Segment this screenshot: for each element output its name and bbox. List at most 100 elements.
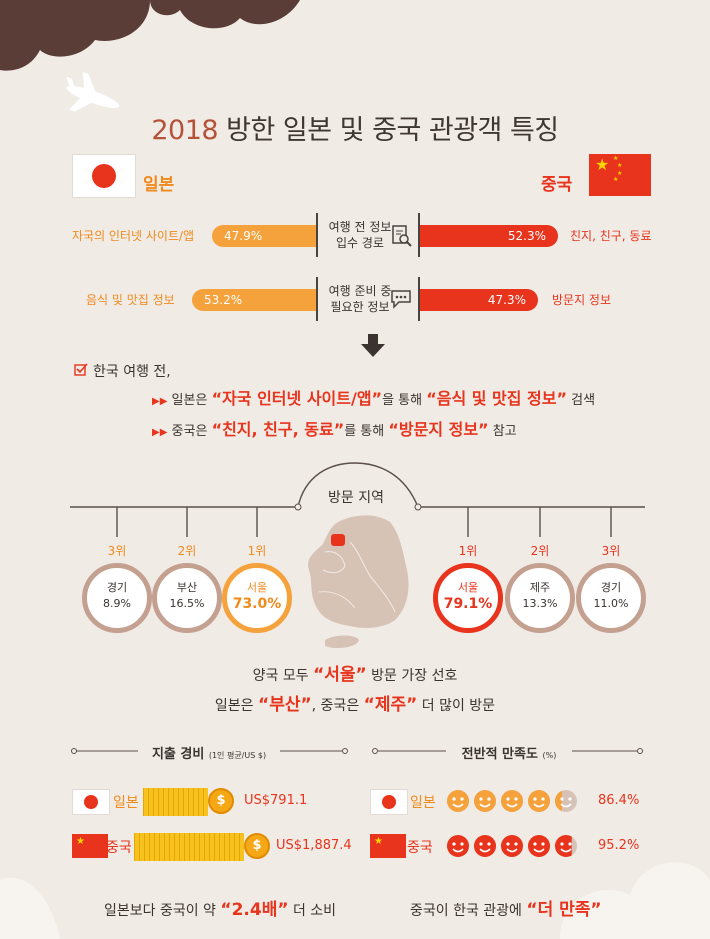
row2-china-label: 방문지 정보 [552, 293, 612, 307]
spending-china-label: 중국 [106, 840, 132, 856]
satisfaction-unit: (%) [542, 751, 557, 760]
row1-china-label: 친지, 친구, 동료 [570, 229, 652, 243]
jp-rank1: 1위 [247, 544, 267, 558]
summary-line1-d: “음식 및 맛집 정보” [426, 389, 568, 408]
jp-value-3: 8.9% [103, 597, 131, 610]
jp-city-2: 부산 [176, 581, 198, 594]
jp-circle-busan: 부산 16.5% [152, 563, 222, 633]
cn-value-1: 79.1% [443, 596, 493, 612]
satisfaction-footer: 중국이 한국 관광에 “더 만족” [410, 895, 602, 920]
row2-center-box: 여행 준비 중 필요한 정보 [316, 277, 420, 321]
china-flag: ★ ★ ★ ★ ★ [589, 154, 651, 196]
cn-city-1: 서울 [457, 581, 479, 594]
cn-city-3: 경기 [600, 581, 622, 594]
bullet-arrow-icon: ▶▶ [152, 427, 168, 438]
visit-msg2-a: 일본은 [214, 698, 254, 714]
row1-center-line2: 입수 경로 [336, 236, 384, 250]
spending-china-amount: US$1,887.4 [276, 838, 352, 853]
document-search-icon [392, 225, 412, 247]
spending-title-text: 지출 경비 [151, 747, 205, 762]
jp-city-3: 경기 [106, 581, 128, 594]
cn-rank2: 2위 [530, 544, 550, 558]
summary-line2: ▶▶ 중국은 “친지, 친구, 동료”를 통해 “방문지 정보” 참고 [152, 416, 517, 440]
cn-circle-gyeonggi: 경기 11.0% [576, 563, 646, 633]
title-text: 방한 일본 및 중국 관광객 특징 [226, 115, 559, 146]
row2-china-bar: 47.3% [420, 289, 538, 311]
visit-msg2-d: “제주” [363, 695, 418, 715]
summary-line1-a: 일본은 [171, 393, 208, 408]
bullet-arrow-icon: ▶▶ [152, 396, 168, 407]
summary-line2-c: 를 통해 [344, 424, 385, 439]
cn-value-3: 11.0% [593, 597, 629, 610]
row1-japan-label: 자국의 인터넷 사이트/앱 [72, 229, 195, 243]
spending-japan-stack [143, 788, 208, 816]
spending-japan-amount: US$791.1 [244, 793, 308, 808]
china-label: 중국 [541, 175, 573, 195]
satisfaction-footer-b: “더 만족” [526, 900, 602, 920]
satisfaction-china-label: 중국 [407, 840, 433, 856]
spending-china-stack [134, 833, 244, 861]
row1-japan-bar: 47.9% [212, 225, 320, 247]
smiley-face-icon [528, 835, 550, 857]
visit-msg1-a: 양국 모두 [252, 668, 309, 684]
visit-msg2-e: 더 많이 방문 [421, 698, 496, 714]
cn-value-2: 13.3% [522, 597, 558, 610]
japan-label: 일본 [143, 175, 175, 195]
jp-value-2: 16.5% [169, 597, 205, 610]
summary-line1: ▶▶ 일본은 “자국 인터넷 사이트/앱”을 통해 “음식 및 맛집 정보” 검… [152, 385, 595, 409]
airplane-icon [66, 72, 120, 112]
title-year: 2018 [151, 115, 219, 146]
down-arrow-icon [361, 334, 385, 357]
visit-message-2: 일본은 “부산”, 중국은 “제주” 더 많이 방문 [0, 690, 710, 715]
spending-footer: 일본보다 중국이 약 “2.4배” 더 소비 [104, 895, 336, 920]
smiley-face-icon [474, 790, 496, 812]
spending-china-flag: ★ [72, 834, 108, 858]
spending-title: 지출 경비 (1인 평균/US $) [138, 743, 280, 762]
page-title: 2018 방한 일본 및 중국 관광객 특징 [0, 108, 710, 147]
jp-circle-gyeonggi: 경기 8.9% [82, 563, 152, 633]
checkbox-icon [74, 363, 88, 376]
summary-line2-a: 중국은 [171, 424, 208, 439]
visit-msg2-c: , 중국은 [311, 698, 360, 714]
smiley-face-icon [474, 835, 496, 857]
cn-rank1: 1위 [458, 544, 478, 558]
smiley-face-icon [447, 835, 469, 857]
jp-value-1: 73.0% [232, 596, 282, 612]
row1-center-box: 여행 전 정보 입수 경로 [316, 213, 420, 257]
summary-line2-d: “방문지 정보” [388, 420, 489, 439]
row1-china-bar: 52.3% [420, 225, 558, 247]
summary-heading: 한국 여행 전, [93, 364, 171, 380]
satisfaction-title: 전반적 만족도 (%) [446, 743, 572, 762]
row2-japan-bar: 53.2% [192, 289, 320, 311]
spending-japan-label: 일본 [113, 795, 139, 811]
row2-center-line2: 필요한 정보 [330, 300, 390, 314]
cn-circle-jeju: 제주 13.3% [505, 563, 575, 633]
visit-message-1: 양국 모두 “서울” 방문 가장 선호 [0, 660, 710, 685]
satisfaction-japan-label: 일본 [410, 795, 436, 811]
japan-flag [72, 154, 136, 198]
jp-circle-seoul: 서울 73.0% [222, 563, 292, 633]
visit-msg1-b: “서울” [313, 665, 367, 685]
spending-footer-b: “2.4배” [220, 900, 289, 920]
summary-line2-b: “친지, 친구, 동료” [211, 420, 345, 439]
chat-bubble-icon [391, 290, 411, 309]
dollar-coin-icon: $ [244, 833, 270, 859]
dollar-coin-icon: $ [208, 788, 234, 814]
visit-msg1-c: 방문 가장 선호 [371, 668, 458, 684]
row1-center-line1: 여행 전 정보 [328, 220, 392, 234]
smiley-face-icon [447, 790, 469, 812]
satisfaction-footer-a: 중국이 한국 관광에 [410, 903, 522, 919]
korea-map [308, 515, 409, 648]
satisfaction-china-faces [447, 835, 577, 857]
cn-rank3: 3위 [601, 544, 621, 558]
visit-msg2-b: “부산” [258, 695, 312, 715]
jp-rank3: 3위 [107, 544, 127, 558]
satisfaction-japan-flag [370, 789, 408, 815]
satisfaction-china-value: 95.2% [598, 838, 640, 853]
summary-line2-e: 참고 [492, 424, 517, 439]
satisfaction-japan-faces [447, 790, 577, 812]
spending-unit: (1인 평균/US $) [208, 751, 267, 760]
smiley-face-icon [501, 790, 523, 812]
summary-line1-c: 을 통해 [382, 393, 423, 408]
